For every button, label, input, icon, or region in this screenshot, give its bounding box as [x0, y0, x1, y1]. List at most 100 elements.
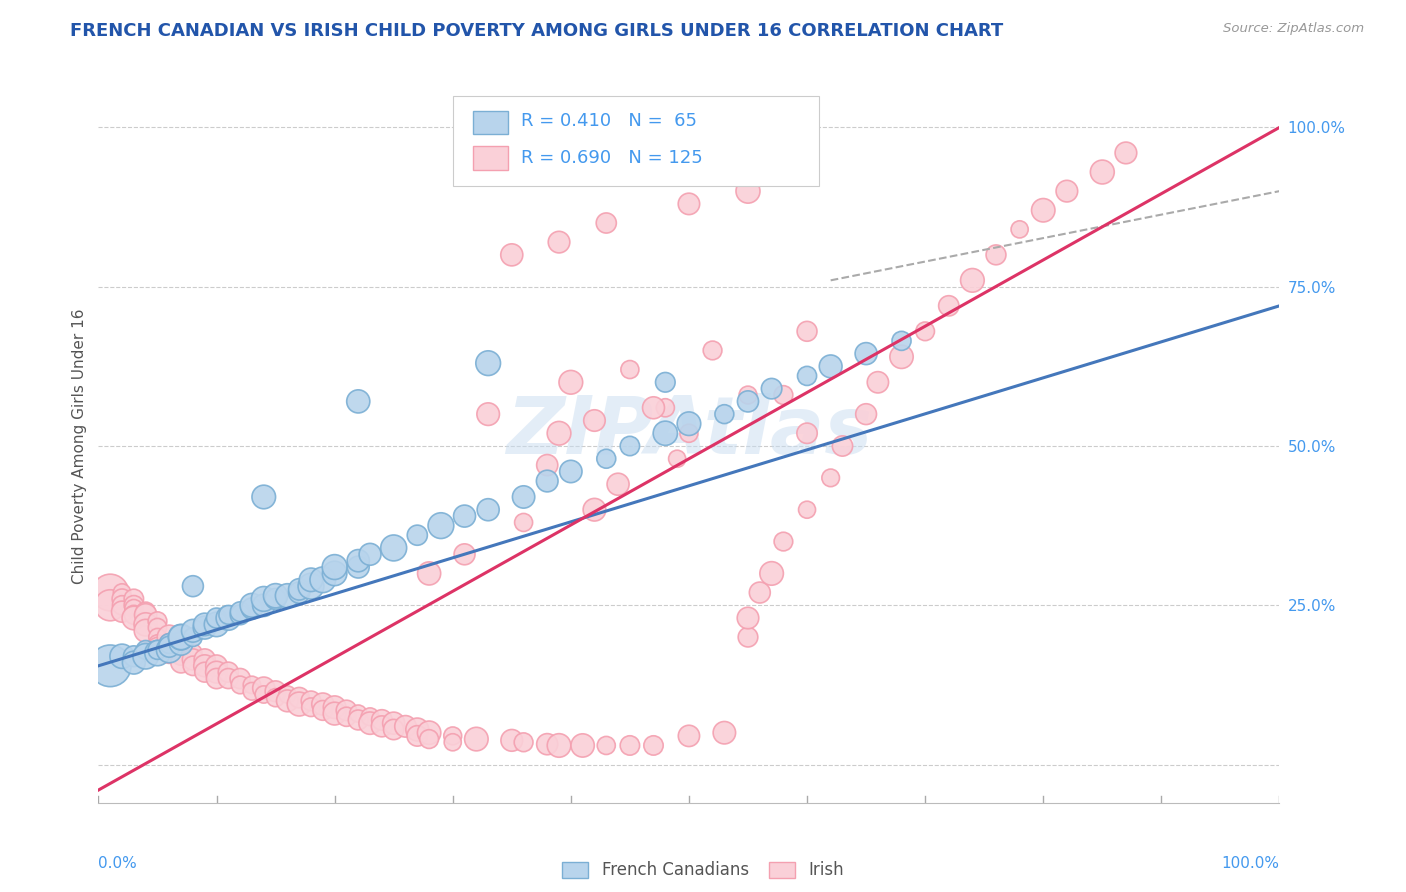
- Point: [146, 621, 169, 635]
- Point: [737, 388, 759, 402]
- Point: [548, 739, 571, 753]
- Point: [312, 703, 335, 717]
- Point: [240, 678, 263, 692]
- Point: [194, 665, 217, 680]
- Point: [170, 656, 193, 670]
- Point: [146, 636, 169, 650]
- Point: [135, 624, 157, 638]
- Point: [713, 725, 735, 739]
- Point: [181, 624, 204, 638]
- Point: [1032, 203, 1054, 218]
- Point: [335, 710, 357, 724]
- Point: [359, 547, 381, 561]
- Point: [619, 362, 641, 376]
- Point: [748, 585, 770, 599]
- Point: [217, 607, 239, 622]
- Point: [855, 407, 877, 421]
- Point: [157, 646, 180, 660]
- Point: [418, 732, 440, 747]
- Point: [135, 607, 157, 622]
- Point: [217, 611, 239, 625]
- Point: [323, 700, 346, 714]
- Point: [146, 630, 169, 644]
- Point: [205, 617, 228, 632]
- Point: [962, 273, 984, 287]
- Point: [170, 630, 193, 644]
- Point: [1091, 165, 1114, 179]
- Point: [430, 518, 453, 533]
- Point: [678, 426, 700, 441]
- Point: [820, 471, 842, 485]
- Point: [135, 605, 157, 619]
- Point: [761, 382, 783, 396]
- Point: [347, 560, 370, 574]
- Point: [347, 554, 370, 568]
- Point: [146, 643, 169, 657]
- Point: [170, 640, 193, 654]
- Point: [678, 197, 700, 211]
- Point: [678, 729, 700, 743]
- Point: [512, 516, 534, 530]
- Point: [382, 723, 405, 737]
- Point: [170, 646, 193, 660]
- Point: [1008, 222, 1031, 236]
- Point: [737, 611, 759, 625]
- Point: [914, 324, 936, 338]
- Point: [253, 681, 276, 695]
- Point: [796, 502, 818, 516]
- Point: [253, 599, 276, 613]
- Point: [382, 541, 405, 555]
- Point: [299, 694, 322, 708]
- Point: [98, 585, 121, 599]
- Point: [194, 652, 217, 666]
- Legend: French Canadians, Irish: French Canadians, Irish: [561, 861, 845, 880]
- Point: [512, 735, 534, 749]
- Point: [229, 605, 252, 619]
- Point: [122, 591, 145, 606]
- Text: 0.0%: 0.0%: [98, 856, 138, 871]
- Point: [938, 299, 960, 313]
- Point: [229, 672, 252, 686]
- FancyBboxPatch shape: [453, 96, 818, 186]
- Point: [453, 509, 475, 524]
- Point: [181, 579, 204, 593]
- Point: [548, 426, 571, 441]
- Point: [288, 585, 311, 599]
- Point: [240, 599, 263, 613]
- Point: [772, 534, 794, 549]
- Point: [796, 368, 818, 383]
- Text: FRENCH CANADIAN VS IRISH CHILD POVERTY AMONG GIRLS UNDER 16 CORRELATION CHART: FRENCH CANADIAN VS IRISH CHILD POVERTY A…: [70, 22, 1004, 40]
- Point: [418, 566, 440, 581]
- Point: [312, 697, 335, 711]
- Point: [441, 735, 464, 749]
- Point: [253, 490, 276, 504]
- Point: [135, 617, 157, 632]
- Point: [501, 248, 523, 262]
- FancyBboxPatch shape: [472, 111, 508, 134]
- Point: [465, 732, 488, 747]
- Point: [240, 601, 263, 615]
- Point: [135, 643, 157, 657]
- Point: [643, 401, 665, 415]
- Point: [194, 621, 217, 635]
- Point: [560, 376, 582, 390]
- Point: [157, 636, 180, 650]
- Point: [831, 439, 853, 453]
- Point: [122, 607, 145, 622]
- Point: [371, 719, 394, 733]
- Point: [796, 426, 818, 441]
- Point: [595, 216, 617, 230]
- Point: [181, 658, 204, 673]
- Point: [678, 417, 700, 431]
- Point: [571, 739, 593, 753]
- Point: [737, 394, 759, 409]
- Point: [146, 614, 169, 628]
- Point: [111, 585, 134, 599]
- Point: [619, 439, 641, 453]
- Point: [122, 599, 145, 613]
- Point: [737, 630, 759, 644]
- Point: [135, 649, 157, 664]
- Y-axis label: Child Poverty Among Girls Under 16: Child Poverty Among Girls Under 16: [72, 309, 87, 583]
- Point: [512, 490, 534, 504]
- Point: [288, 690, 311, 705]
